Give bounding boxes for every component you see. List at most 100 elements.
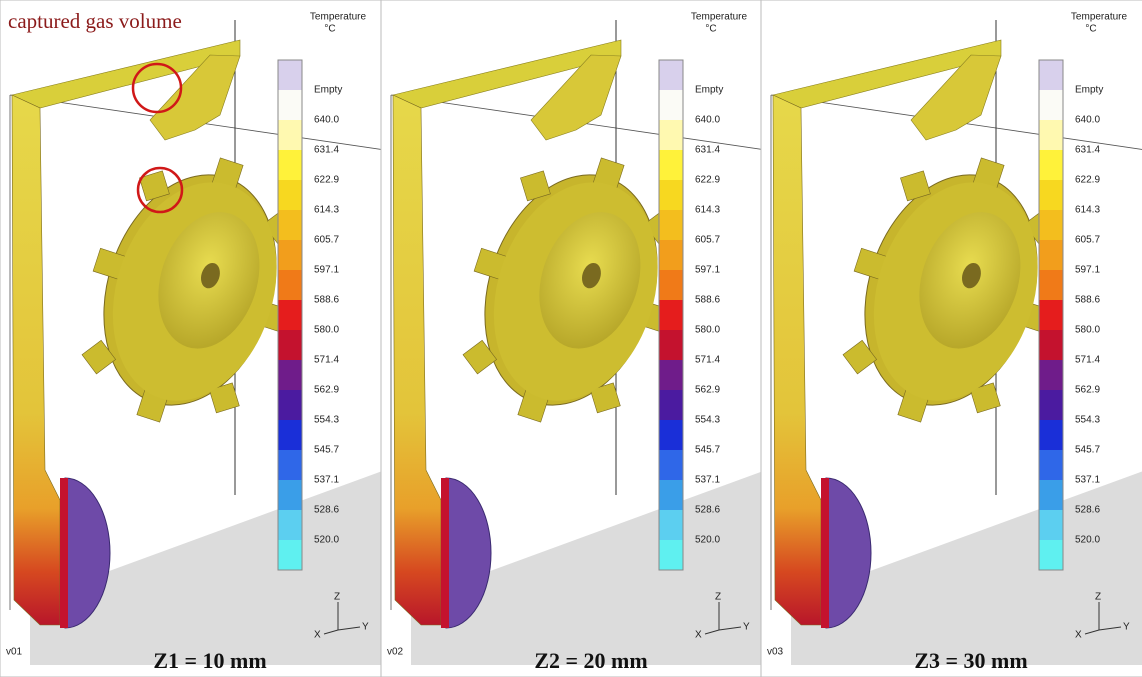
legend-label: 640.0 <box>1075 115 1100 126</box>
legend-band <box>278 420 302 451</box>
legend-label: 580.0 <box>695 325 720 336</box>
legend-label: 580.0 <box>1075 325 1100 336</box>
legend-label: 614.3 <box>1075 205 1100 216</box>
legend-band <box>659 540 683 571</box>
legend-band <box>659 120 683 151</box>
axis-label: Y <box>1123 622 1130 633</box>
legend-unit: °C <box>705 24 716 35</box>
legend-label: 597.1 <box>1075 265 1100 276</box>
legend-band <box>1039 180 1063 211</box>
legend-label: 588.6 <box>1075 295 1100 306</box>
legend-band <box>1039 120 1063 151</box>
legend-band <box>659 180 683 211</box>
axis-label: X <box>1075 630 1082 641</box>
legend-label: 528.6 <box>695 505 720 516</box>
legend-band <box>1039 390 1063 421</box>
legend-label: 622.9 <box>1075 175 1100 186</box>
legend-label: 554.3 <box>314 415 339 426</box>
axis-label: Z <box>334 592 340 603</box>
legend-unit: °C <box>1085 24 1096 35</box>
panel-id: v01 <box>6 647 23 658</box>
legend-label: 571.4 <box>1075 355 1100 366</box>
casting-part <box>761 0 1142 677</box>
legend-label: 520.0 <box>1075 535 1100 546</box>
panels: Temperature°CEmpty640.0631.4622.9614.360… <box>0 0 1142 677</box>
legend-label: Empty <box>1075 85 1103 96</box>
legend-band <box>659 330 683 361</box>
legend-label: 528.6 <box>1075 505 1100 516</box>
legend-title: Temperature <box>691 12 748 23</box>
legend-label: 622.9 <box>314 175 339 186</box>
panel: Temperature°C Empty 640.0 631.4 622.9 614.3 60… <box>761 0 1142 677</box>
legend-label: 631.4 <box>1075 145 1100 156</box>
legend-band <box>659 510 683 541</box>
legend-label: 571.4 <box>695 355 720 366</box>
legend-band <box>1039 450 1063 481</box>
legend-band <box>278 480 302 511</box>
legend-label: 562.9 <box>1075 385 1100 396</box>
legend-band <box>278 330 302 361</box>
legend-band <box>1039 300 1063 331</box>
legend-band <box>1039 90 1063 121</box>
legend-label: 631.4 <box>695 145 720 156</box>
legend-label: 571.4 <box>314 355 339 366</box>
legend-band <box>659 60 683 91</box>
legend-band <box>659 270 683 301</box>
legend-label: 545.7 <box>314 445 339 456</box>
legend-label: 545.7 <box>695 445 720 456</box>
legend-label: 537.1 <box>314 475 339 486</box>
legend-label: Empty <box>695 85 723 96</box>
legend-label: 588.6 <box>314 295 339 306</box>
legend-band <box>659 420 683 451</box>
legend-band <box>278 120 302 151</box>
legend-title: Temperature <box>1071 12 1128 23</box>
legend-label: 605.7 <box>1075 235 1100 246</box>
legend-band <box>278 60 302 91</box>
legend-label: 580.0 <box>314 325 339 336</box>
legend-band <box>278 360 302 391</box>
panel-caption: Z2 = 20 mm <box>534 648 647 673</box>
legend-band <box>278 540 302 571</box>
legend-band <box>1039 360 1063 391</box>
legend-band <box>659 150 683 181</box>
legend-band <box>1039 240 1063 271</box>
axis-label: X <box>695 630 702 641</box>
panel-id: v03 <box>767 647 784 658</box>
legend-band <box>659 480 683 511</box>
legend-band <box>659 360 683 391</box>
legend-band <box>1039 210 1063 241</box>
legend-label: 597.1 <box>695 265 720 276</box>
legend-band <box>659 240 683 271</box>
legend-band <box>278 150 302 181</box>
legend-label: 631.4 <box>314 145 339 156</box>
legend-band <box>278 90 302 121</box>
casting-part <box>381 0 766 677</box>
panel-id: v02 <box>387 647 404 658</box>
legend-band <box>1039 60 1063 91</box>
axis-label: Z <box>1095 592 1101 603</box>
legend-band <box>1039 330 1063 361</box>
legend-band <box>278 210 302 241</box>
axis-label: X <box>314 630 321 641</box>
legend-label: 520.0 <box>695 535 720 546</box>
legend-band <box>659 450 683 481</box>
legend-band <box>278 390 302 421</box>
legend-label: 588.6 <box>695 295 720 306</box>
legend-label: 622.9 <box>695 175 720 186</box>
legend-label: 528.6 <box>314 505 339 516</box>
legend-band <box>1039 420 1063 451</box>
legend-label: 537.1 <box>695 475 720 486</box>
legend-band <box>659 300 683 331</box>
legend-label: 562.9 <box>695 385 720 396</box>
legend-label: Empty <box>314 85 342 96</box>
casting-part <box>0 0 385 677</box>
legend-label: 537.1 <box>1075 475 1100 486</box>
page: {"annotation": "captured gas volume", "l… <box>0 0 1142 677</box>
legend-label: 562.9 <box>314 385 339 396</box>
legend-band <box>1039 540 1063 571</box>
panel: Temperature°CEmpty640.0631.4622.9614.360… <box>0 0 385 677</box>
axis-label: Y <box>362 622 369 633</box>
legend-label: 605.7 <box>314 235 339 246</box>
panel: Temperature°CEmpty640.0631.4622.9614.360… <box>381 0 766 677</box>
panel-caption: Z1 = 10 mm <box>153 648 266 673</box>
